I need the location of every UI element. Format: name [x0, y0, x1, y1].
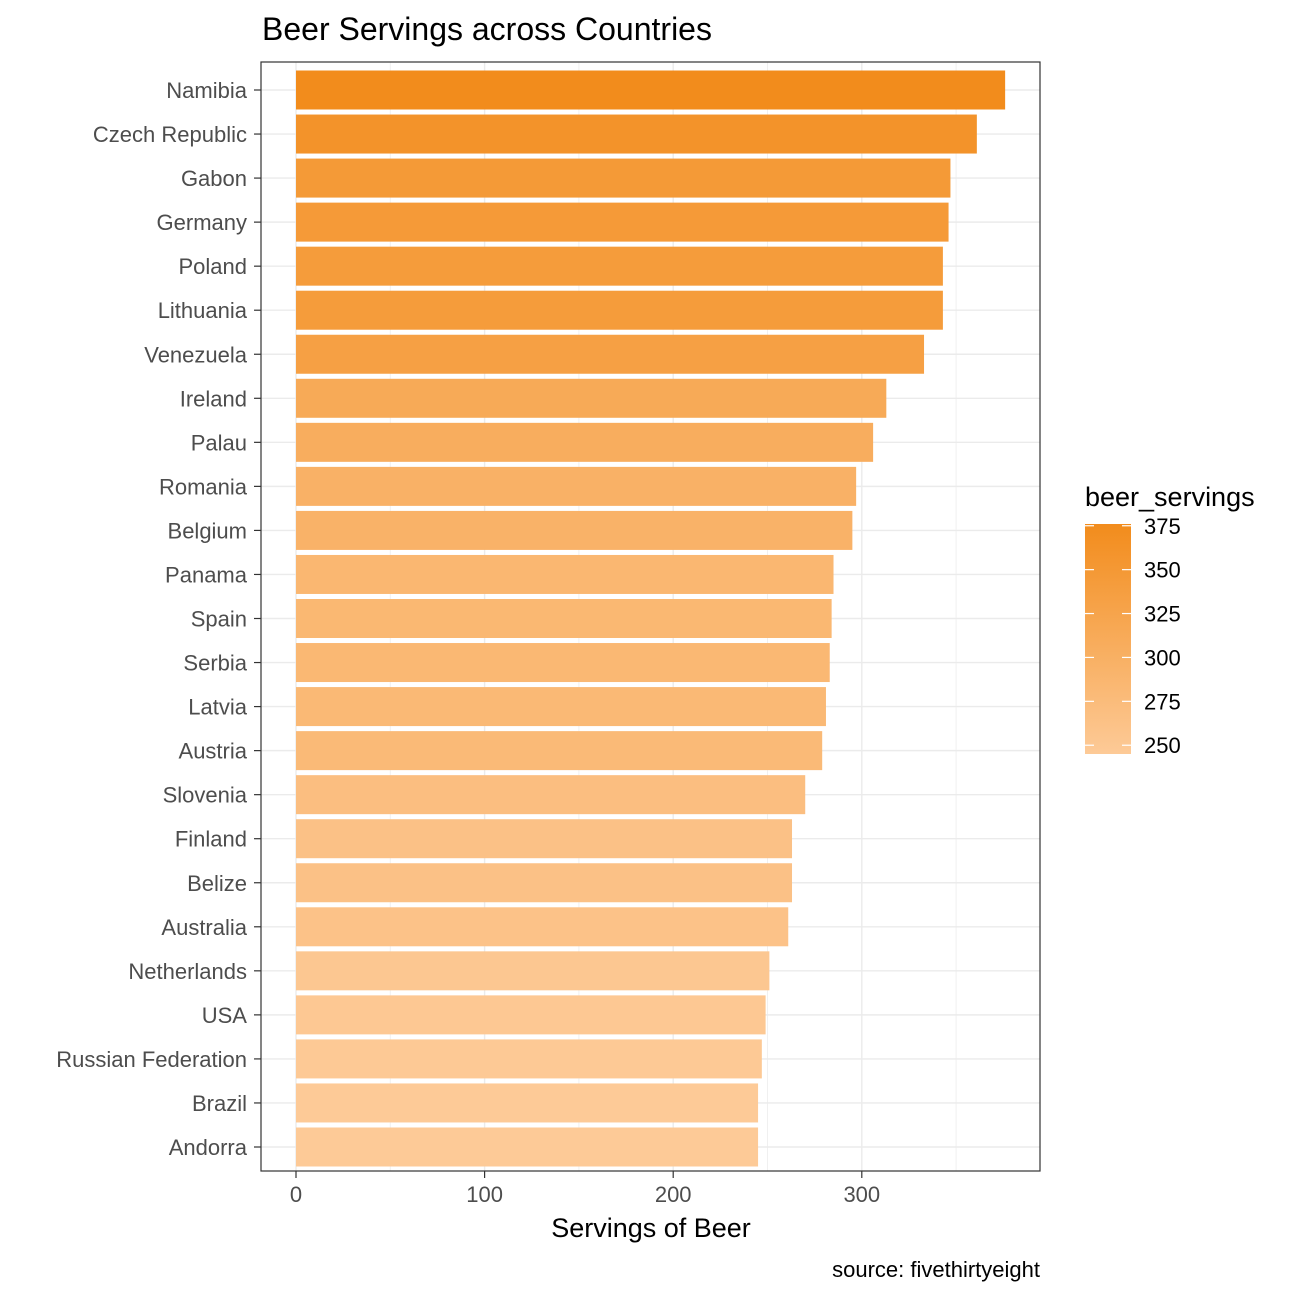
bar — [296, 422, 874, 462]
x-tick-label: 300 — [843, 1182, 880, 1207]
legend-tick-label: 375 — [1144, 514, 1181, 539]
x-tick-label: 100 — [466, 1182, 503, 1207]
y-tick-label: Austria — [179, 739, 248, 764]
bar — [296, 202, 949, 242]
y-tick-label: Latvia — [188, 695, 247, 720]
legend-ticks: 375 350 325 300 275 250 — [1085, 514, 1181, 758]
y-tick-label: USA — [202, 1003, 248, 1028]
bar — [296, 1039, 762, 1079]
legend-title: beer_servings — [1085, 482, 1255, 512]
caption: source: fivethirtyeight — [832, 1257, 1040, 1282]
y-tick-label: Panama — [165, 562, 248, 587]
legend-tick-label: 275 — [1144, 689, 1181, 714]
legend-color-bar — [1085, 524, 1131, 754]
bar — [296, 599, 832, 638]
x-axis-title: Servings of Beer — [551, 1213, 751, 1243]
y-tick-label: Belgium — [168, 518, 247, 543]
y-tick-label: Namibia — [166, 78, 247, 103]
bar — [296, 290, 943, 330]
legend-tick-label: 325 — [1144, 602, 1181, 627]
y-tick-label: Gabon — [181, 166, 247, 191]
bar — [296, 70, 1006, 110]
bar — [296, 510, 853, 550]
y-tick-label: Spain — [191, 607, 247, 632]
y-tick-label: Czech Republic — [93, 122, 247, 147]
x-tick-label: 0 — [290, 1182, 302, 1207]
x-tick-label: 200 — [655, 1182, 692, 1207]
y-tick-label: Palau — [191, 430, 247, 455]
y-tick-label: Netherlands — [128, 959, 247, 984]
bar — [296, 246, 943, 286]
bar — [296, 687, 826, 727]
bars — [296, 70, 1006, 1167]
legend-tick-label: 300 — [1144, 645, 1181, 670]
bar — [296, 819, 793, 859]
plot-panel-border — [260, 61, 1041, 1172]
y-tick-label: Russian Federation — [56, 1047, 247, 1072]
y-tick-label: Poland — [178, 254, 247, 279]
bar — [296, 731, 823, 771]
bar — [296, 951, 770, 991]
bar — [296, 863, 793, 903]
legend-tick-label: 350 — [1144, 558, 1181, 583]
bar — [296, 554, 834, 594]
bar — [296, 1083, 759, 1123]
bar — [296, 158, 951, 198]
y-axis: Namibia Czech Republic Gabon Germany Poland L… — [56, 78, 261, 1160]
y-tick-label: Australia — [161, 915, 247, 940]
y-tick-label: Slovenia — [163, 783, 248, 808]
y-tick-label: Belize — [187, 871, 247, 896]
bar — [296, 114, 977, 154]
y-tick-label: Serbia — [183, 651, 247, 676]
y-tick-label: Romania — [159, 474, 248, 499]
bar — [296, 995, 766, 1035]
bar — [296, 378, 887, 418]
bar — [296, 334, 925, 374]
bar — [296, 1127, 759, 1167]
x-axis: 0 100 200 300 — [290, 1171, 880, 1207]
chart-title: Beer Servings across Countries — [262, 11, 712, 47]
bar — [296, 643, 830, 683]
y-tick-label: Finland — [175, 827, 247, 852]
color-legend: beer_servings 375 350 325 300 275 250 — [1085, 482, 1255, 758]
y-tick-label: Germany — [157, 210, 247, 235]
y-tick-label: Brazil — [192, 1091, 247, 1116]
bar — [296, 907, 789, 947]
bar — [296, 775, 806, 815]
y-tick-label: Venezuela — [144, 342, 248, 367]
y-tick-label: Ireland — [180, 386, 247, 411]
bar — [296, 466, 857, 506]
y-tick-label: Lithuania — [158, 298, 248, 323]
legend-tick-label: 250 — [1144, 733, 1181, 758]
y-tick-label: Andorra — [169, 1135, 248, 1160]
